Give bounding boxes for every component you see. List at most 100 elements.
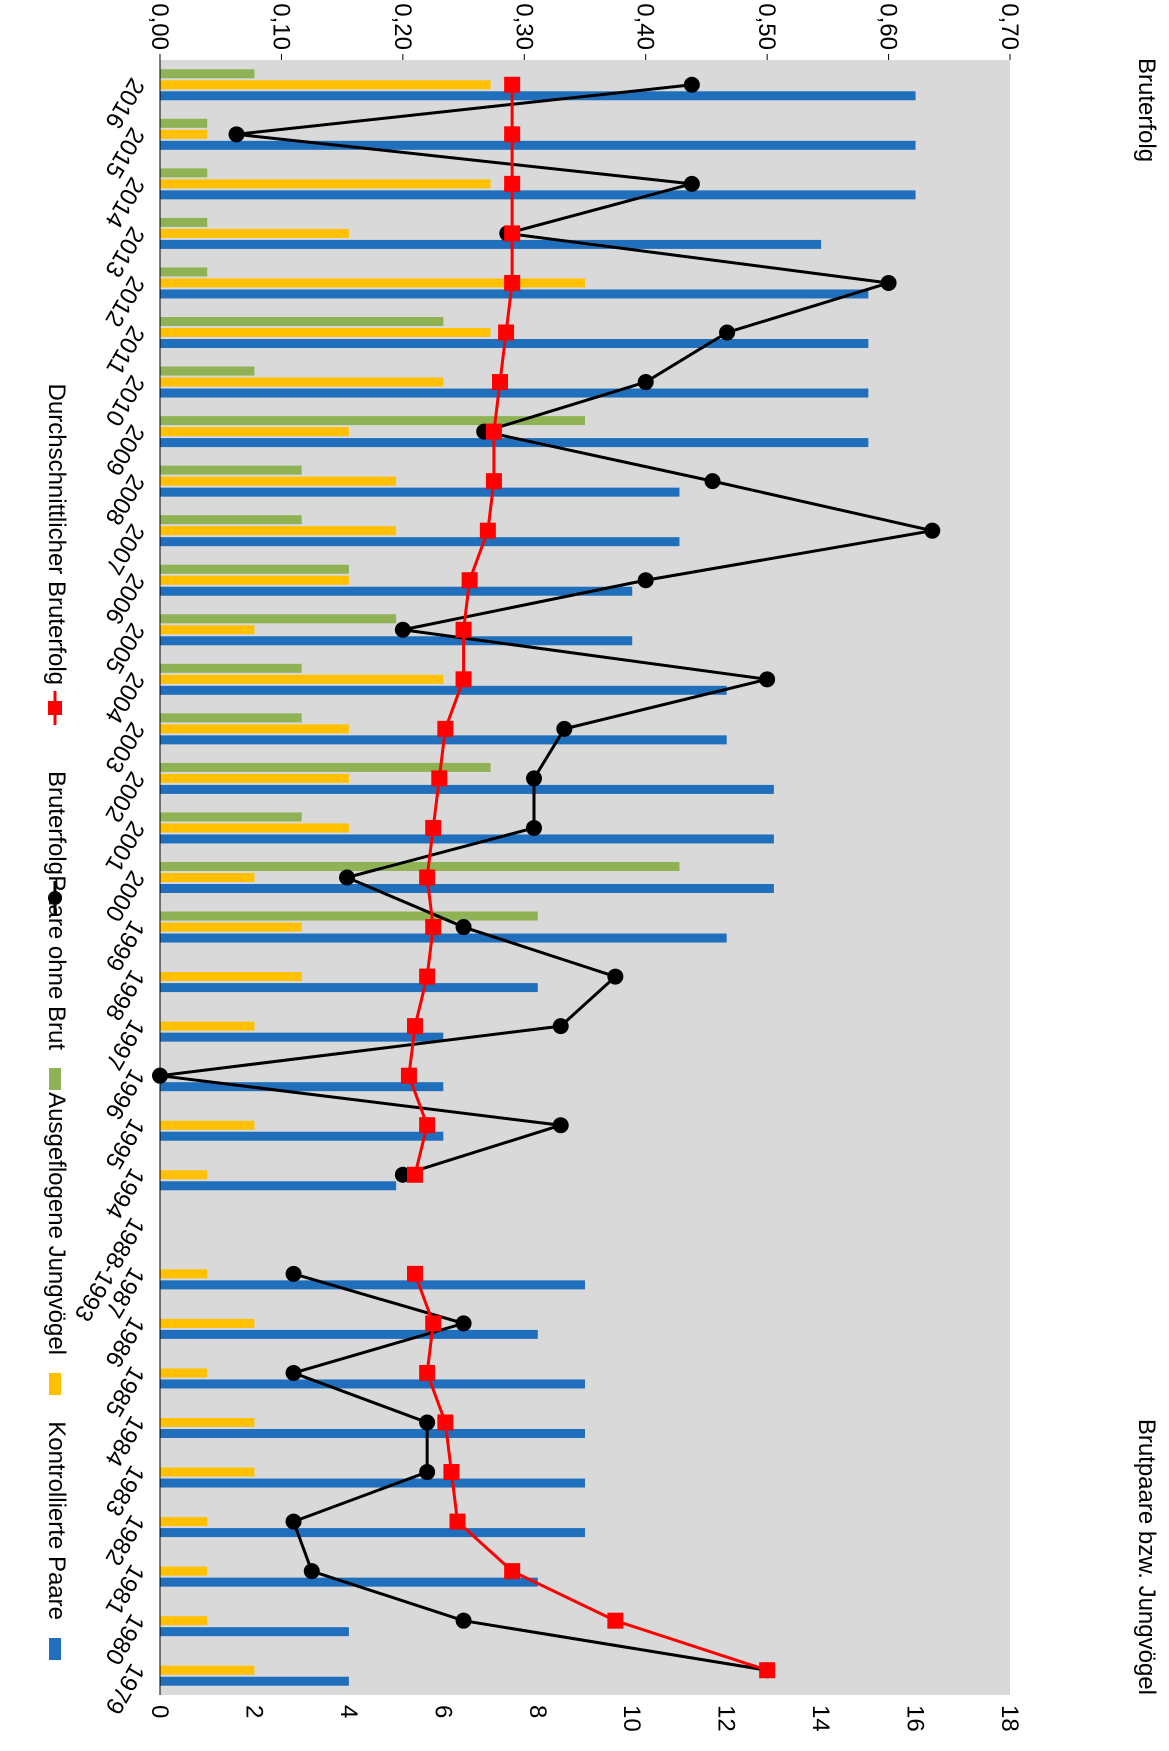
bruterfolg-point-1995: [552, 1117, 569, 1134]
bruterfolg-point-2002: [526, 770, 542, 787]
right-tick-label: 0,30: [510, 3, 537, 50]
bar-1-1983: [160, 1467, 255, 1477]
bar-0-1994: [159, 1181, 397, 1191]
bar-1-1985: [160, 1368, 208, 1378]
right-tick-label: 0,40: [632, 3, 659, 50]
bar-1-2004: [159, 674, 444, 684]
left-tick-label: 10: [618, 1705, 645, 1732]
bar-0-2011: [160, 339, 869, 348]
legend-label-0: Kontrollierte Paare: [43, 1421, 70, 1620]
bruterfolg-point-2007: [924, 522, 941, 539]
bar-1-2002: [160, 773, 349, 783]
bar-2-2007: [160, 515, 302, 525]
bar-0-1999: [159, 933, 727, 943]
bar-1-2008: [159, 476, 397, 486]
bar-1-2007: [159, 526, 397, 536]
bruterfolg-point-1981: [303, 1563, 320, 1580]
bar-0-2001: [159, 834, 774, 844]
category-axis: 1979198019811982198319841985198619871988…: [69, 73, 150, 1718]
bar-2-2001: [160, 812, 302, 822]
bar-1-2013: [160, 228, 349, 238]
bar-1-2003: [160, 724, 349, 734]
bruterfolg-point-1980: [455, 1612, 472, 1629]
bar-0-2009: [160, 438, 869, 448]
bar-1-1979: [160, 1665, 255, 1675]
right-tick-label: 0,70: [996, 3, 1023, 50]
legend-swatch-1: [49, 1373, 61, 1395]
bruterfolg-point-1983: [419, 1464, 436, 1481]
left-tick-label: 2: [240, 1705, 267, 1718]
bar-0-2013: [160, 239, 822, 249]
avg-bruterfolg-point-1997: [407, 1018, 423, 1035]
avg-bruterfolg-point-1981: [504, 1563, 521, 1580]
bar-1-2016: [160, 80, 491, 90]
bruterfolg-point-1999: [455, 919, 472, 936]
bar-0-2014: [160, 190, 916, 200]
bar-0-2005: [160, 636, 633, 646]
bar-0-1996: [159, 1082, 444, 1092]
bar-1-1982: [160, 1517, 208, 1527]
avg-bruterfolg-point-1998: [419, 968, 436, 985]
left-tick-label: 14: [807, 1705, 834, 1732]
avg-bruterfolg-point-1996: [400, 1067, 417, 1084]
bar-0-1985: [160, 1379, 585, 1389]
avg-bruterfolg-point-2015: [504, 126, 521, 143]
avg-bruterfolg-point-2001: [425, 819, 442, 836]
legend: Kontrollierte Paare Ausgeflogene Jungvöge…: [43, 384, 70, 1660]
bar-2-2008: [160, 465, 302, 475]
left-tick-label: 12: [713, 1705, 740, 1732]
bar-0-2007: [160, 537, 680, 547]
bar-0-1986: [160, 1329, 538, 1339]
bar-0-1997: [159, 1032, 444, 1042]
avg-bruterfolg-point-2014: [504, 175, 521, 192]
bar-0-2015: [160, 140, 916, 150]
bruterfolg-point-2000: [339, 869, 355, 886]
bar-2-2006: [160, 564, 349, 574]
bar-0-1983: [160, 1478, 585, 1488]
bar-2-2012: [160, 267, 208, 277]
bar-0-1982: [160, 1528, 585, 1538]
bruterfolg-point-1982: [285, 1513, 302, 1530]
bar-1-1994: [160, 1170, 208, 1180]
avg-bruterfolg-point-1984: [437, 1414, 454, 1431]
bruterfolg-point-2008: [704, 473, 721, 490]
bar-1-1999: [160, 922, 302, 932]
bar-0-1980: [160, 1627, 349, 1637]
bar-1-1997: [160, 1021, 255, 1031]
bar-0-1984: [160, 1429, 585, 1438]
left-tick-label: 16: [902, 1705, 929, 1732]
bar-2-2013: [160, 217, 208, 227]
bruterfolg-point-2004: [759, 671, 776, 688]
bar-2-2010: [160, 366, 255, 376]
bar-1-1984: [160, 1418, 255, 1427]
bar-0-2006: [160, 586, 633, 596]
avg-bruterfolg-point-1995: [419, 1117, 436, 1134]
avg-bruterfolg-point-1994: [407, 1166, 423, 1183]
bar-1-1980: [160, 1616, 208, 1626]
avg-bruterfolg-point-2000: [419, 869, 436, 886]
bar-0-2016: [160, 91, 916, 101]
bar-2-2009: [160, 416, 585, 426]
plot-area: [160, 60, 1010, 1695]
bruterfolg-point-1998: [607, 968, 624, 985]
bar-1-2006: [160, 575, 349, 585]
bar-2-2002: [160, 762, 491, 772]
bar-0-2010: [160, 388, 869, 398]
legend-label-4: Durchschnittlicher Bruterfolg: [43, 384, 70, 685]
avg-bruterfolg-point-2016: [504, 76, 521, 93]
right-tick-label: 0,10: [267, 3, 294, 50]
bar-0-2008: [160, 487, 680, 497]
legend-marker-3: [48, 891, 62, 905]
bar-1-2011: [160, 328, 491, 337]
bruterfolg-point-2012: [880, 274, 897, 291]
bar-0-1998: [160, 983, 538, 993]
bar-1-2010: [159, 377, 444, 387]
avg-bruterfolg-point-1985: [419, 1364, 436, 1381]
bar-1-2014: [160, 179, 491, 189]
left-axis-title: Brutpaare bzw. Jungvögel: [1133, 1419, 1160, 1695]
bar-0-2002: [159, 784, 774, 794]
avg-bruterfolg-point-1980: [607, 1612, 624, 1629]
avg-bruterfolg-point-2008: [485, 473, 502, 490]
bruterfolg-point-1997: [552, 1018, 569, 1035]
